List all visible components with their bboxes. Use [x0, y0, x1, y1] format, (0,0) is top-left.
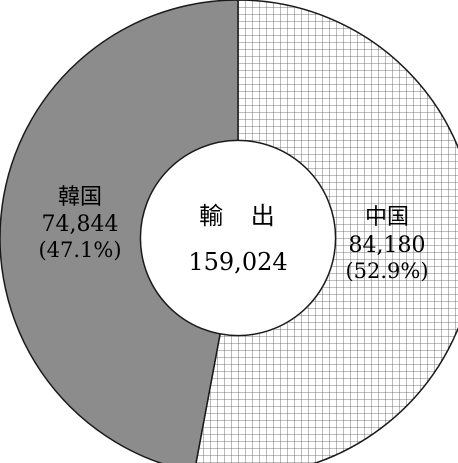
slice-percent: (47.1%) [38, 238, 121, 262]
center-title: 輸 出 [199, 202, 285, 230]
pie-slice-korea [0, 0, 239, 463]
slice-value: 84,180 [349, 233, 426, 258]
center-total: 159,024 [188, 248, 287, 276]
slice-name: 中国 [365, 205, 409, 230]
slice-label-korea: 韓国 74,844 (47.1%) [38, 185, 121, 262]
slice-name: 韓国 [58, 185, 102, 210]
slice-value: 74,844 [42, 212, 119, 237]
slice-label-china: 中国 84,180 (52.9%) [345, 205, 428, 283]
slice-percent: (52.9%) [345, 259, 428, 283]
donut-hole [139, 139, 337, 337]
